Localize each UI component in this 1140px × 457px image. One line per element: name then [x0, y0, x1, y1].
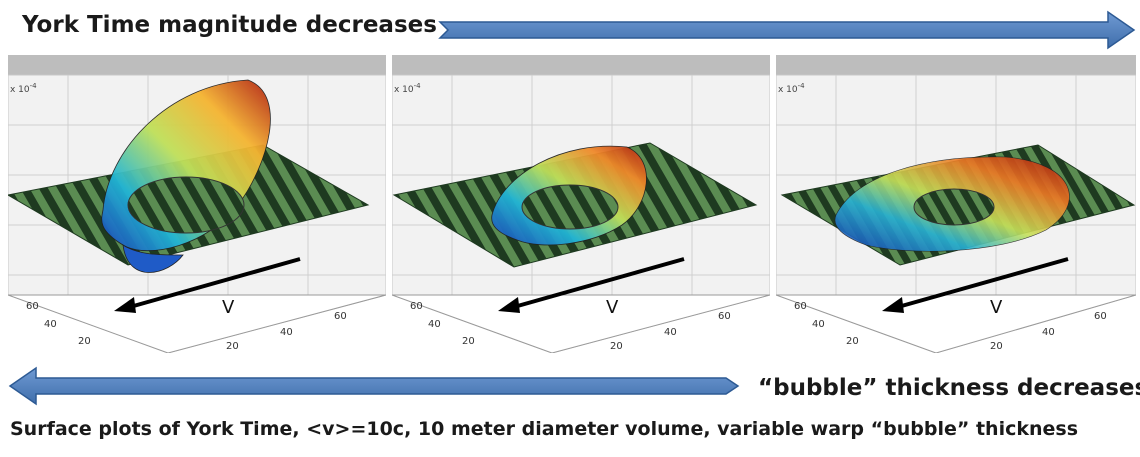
right-axis-tick: 40: [1042, 327, 1055, 338]
right-axis-tick: 60: [1094, 311, 1107, 322]
right-axis-tick: 40: [280, 327, 293, 338]
left-axis-tick: 20: [846, 336, 859, 347]
right-axis-tick: 40: [664, 327, 677, 338]
right-axis-tick: 20: [226, 341, 239, 352]
left-axis-tick: 60: [26, 301, 39, 312]
surface-plot-panel-1: x 10-4 V 60 40 20 60 40 20: [8, 55, 386, 353]
left-axis-tick: 60: [794, 301, 807, 312]
velocity-label: V: [606, 297, 619, 318]
scale-label: x 10-4: [778, 82, 805, 95]
velocity-label: V: [990, 297, 1003, 318]
surface-plot-panel-3: x 10-4 V 60 40 20 60 40 20: [776, 55, 1140, 353]
left-axis-tick: 40: [428, 319, 441, 330]
title-york-time-magnitude: York Time magnitude decreases: [22, 12, 437, 38]
right-axis-tick: 60: [334, 311, 347, 322]
bubble-thickness-label: “bubble” thickness decreases: [758, 375, 1140, 401]
right-arrow-icon: [438, 10, 1136, 50]
figure-caption: Surface plots of York Time, <v>=10c, 10 …: [10, 418, 1079, 440]
right-axis-tick: 20: [990, 341, 1003, 352]
velocity-label: V: [222, 297, 235, 318]
surface-plot-panel-2: x 10-4 V 60 40 20 60 40 20: [392, 55, 770, 353]
right-axis-tick: 60: [718, 311, 731, 322]
left-arrow-icon: [8, 366, 740, 406]
left-axis-tick: 20: [462, 336, 475, 347]
scale-label: x 10-4: [394, 82, 421, 95]
left-axis-tick: 60: [410, 301, 423, 312]
scale-label: x 10-4: [10, 82, 37, 95]
right-axis-tick: 20: [610, 341, 623, 352]
left-axis-tick: 40: [812, 319, 825, 330]
left-axis-tick: 40: [44, 319, 57, 330]
left-axis-tick: 20: [78, 336, 91, 347]
